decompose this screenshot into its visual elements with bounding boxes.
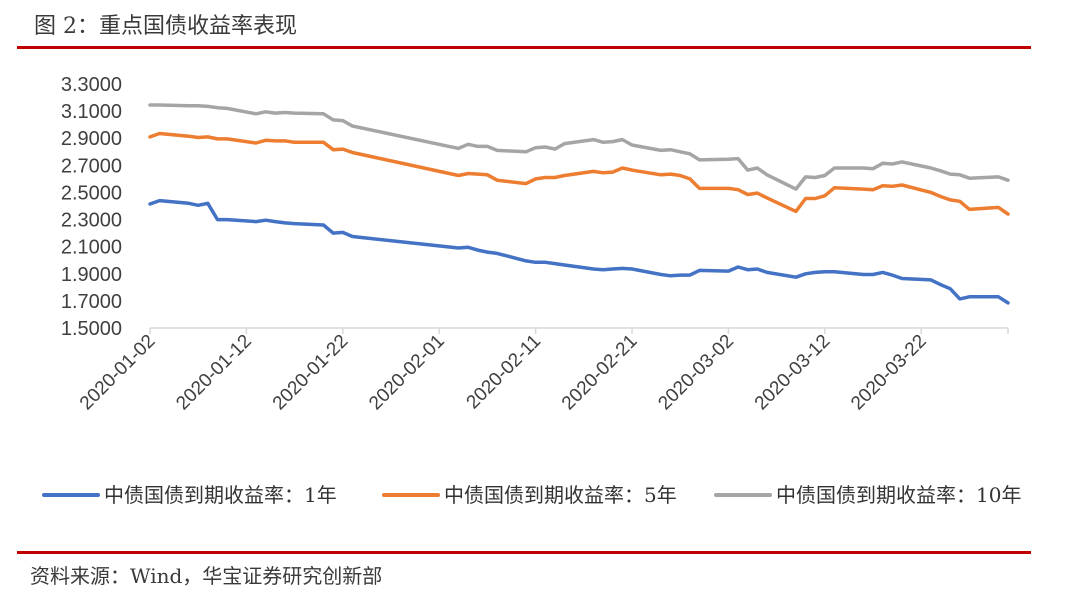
bottom-rule xyxy=(17,551,1031,554)
y-tick-label: 1.5000 xyxy=(61,318,122,340)
legend-label-2: 中债国债到期收益率：5年 xyxy=(444,483,677,507)
x-tick-label: 2020-01-22 xyxy=(269,331,353,415)
legend-label-3: 中债国债到期收益率：10年 xyxy=(776,483,1021,507)
top-rule xyxy=(17,46,1031,49)
x-tick-label: 2020-02-11 xyxy=(463,331,546,414)
line-chart: 3.3000 3.1000 2.9000 2.7000 2.5000 2.3000 2.10… xyxy=(42,74,1021,507)
y-tick-label: 3.1000 xyxy=(61,101,122,123)
y-tick-label: 2.3000 xyxy=(61,210,122,232)
y-tick-label: 1.7000 xyxy=(61,291,122,313)
x-tick-label: 2020-01-02 xyxy=(76,331,160,415)
series-line-3 xyxy=(148,103,1010,191)
source-note: 资料来源：Wind，华宝证券研究创新部 xyxy=(30,564,383,588)
x-tick-label: 2020-03-22 xyxy=(847,331,931,415)
x-tick-label: 2020-01-12 xyxy=(172,331,256,415)
x-tick-label: 2020-03-02 xyxy=(654,331,738,415)
x-tick-label: 2020-02-21 xyxy=(558,331,642,415)
x-tick-label: 2020-02-01 xyxy=(365,331,449,415)
y-tick-label: 2.7000 xyxy=(61,155,122,177)
legend-label-1: 中债国债到期收益率：1年 xyxy=(104,483,337,507)
y-tick-label: 3.3000 xyxy=(61,74,122,96)
series-line-1 xyxy=(148,198,1010,305)
x-tick-label: 2020-03-12 xyxy=(751,331,835,415)
y-tick-label: 2.9000 xyxy=(61,128,122,150)
y-tick-label: 2.5000 xyxy=(61,182,122,204)
series-line-2 xyxy=(148,131,1010,216)
y-tick-label: 2.1000 xyxy=(61,237,122,259)
figure-title: 图 2：重点国债收益率表现 xyxy=(34,14,297,39)
y-tick-label: 1.9000 xyxy=(61,264,122,286)
